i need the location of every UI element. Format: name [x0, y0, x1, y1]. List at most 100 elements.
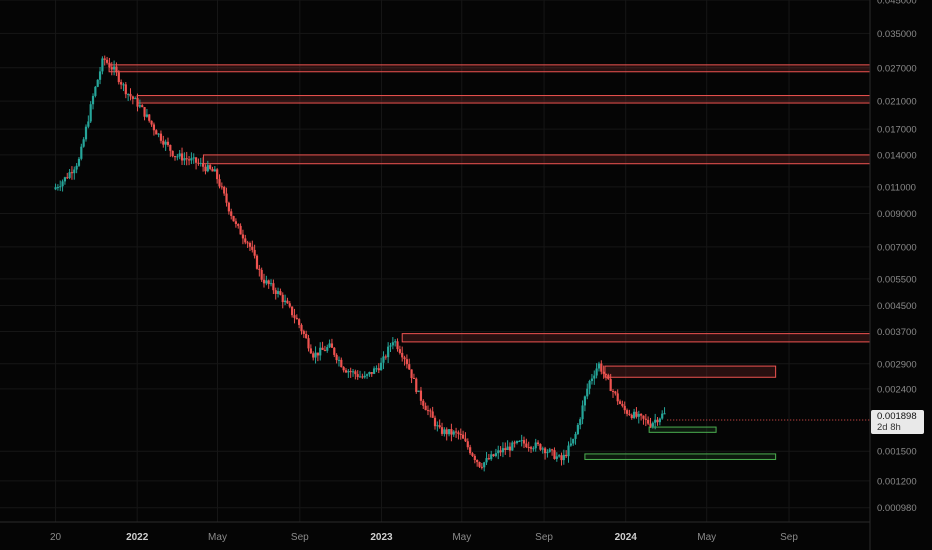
candle-body	[562, 454, 565, 461]
candle-body	[316, 352, 319, 356]
candle-body	[628, 413, 631, 415]
candle-body	[173, 156, 177, 158]
candle-body	[77, 158, 81, 166]
candle-body	[452, 431, 455, 435]
candle-body	[298, 319, 301, 325]
candle-body	[166, 141, 170, 145]
candle-body	[429, 410, 432, 412]
candle-body	[473, 455, 476, 461]
candle-body	[234, 221, 238, 224]
last-price-label: 0.001898	[877, 411, 917, 422]
candle-body	[548, 449, 551, 452]
candle-body	[525, 443, 528, 448]
candle-body	[279, 291, 282, 295]
candle-body	[632, 411, 636, 418]
candle-body	[180, 153, 184, 161]
y-tick-label: 0.017000	[877, 125, 917, 136]
candle-body	[412, 378, 416, 380]
candle-body	[363, 375, 366, 378]
candle-body	[159, 133, 163, 141]
candle-body	[241, 234, 245, 239]
candle-body	[384, 356, 387, 358]
candle-body	[309, 348, 312, 354]
y-tick-label: 0.007000	[877, 242, 917, 253]
candle-body	[288, 303, 291, 307]
candle-body	[134, 98, 137, 100]
candle-body	[358, 376, 362, 378]
x-tick-label: Sep	[780, 532, 798, 543]
candle-body	[80, 146, 83, 159]
candle-body	[438, 425, 441, 428]
green-zone	[648, 426, 717, 433]
candle-body	[176, 156, 179, 158]
candle-body	[558, 455, 561, 457]
candle-body	[464, 438, 467, 442]
candle-body	[630, 414, 633, 418]
candle-body	[511, 442, 514, 451]
y-tick-label: 0.003700	[877, 327, 917, 338]
candle-body	[377, 368, 380, 371]
candle-body	[194, 157, 198, 163]
candle-body	[258, 268, 261, 270]
grid-layer	[0, 0, 870, 522]
candle-body	[640, 413, 643, 416]
candle-body	[515, 441, 519, 444]
green-zone	[584, 453, 777, 460]
candle-body	[333, 347, 336, 355]
candle-body	[398, 349, 401, 353]
candle-body	[148, 114, 151, 121]
candle-body	[105, 59, 109, 63]
candle-body	[581, 405, 584, 420]
candle-body	[663, 413, 666, 415]
candle-body	[567, 445, 570, 457]
candle-body	[394, 341, 397, 343]
candle-body	[323, 349, 327, 351]
candle-body	[169, 144, 172, 151]
candle-body	[574, 434, 577, 439]
candle-body	[361, 376, 364, 378]
candle-body	[436, 425, 439, 427]
candle-body	[405, 359, 408, 365]
candle-body	[171, 150, 174, 157]
candle-body	[302, 331, 305, 334]
candle-body	[635, 411, 638, 417]
candle-body	[661, 413, 664, 419]
candle-body	[216, 169, 219, 180]
candle-body	[295, 317, 298, 320]
candle-body	[513, 442, 516, 444]
candle-body	[202, 162, 205, 167]
candle-body	[543, 448, 547, 454]
candle-body	[380, 362, 383, 371]
candle-body	[422, 400, 425, 406]
candle-body	[457, 432, 460, 434]
candle-body	[408, 364, 411, 370]
candle-body	[251, 246, 254, 250]
candle-body	[96, 79, 99, 87]
candle-body	[337, 359, 341, 361]
candle-body	[419, 390, 423, 401]
candle-body	[230, 211, 233, 216]
y-tick-label: 0.001200	[877, 476, 917, 487]
candle-body	[483, 462, 486, 468]
y-tick-label: 0.000980	[877, 503, 917, 514]
candle-body	[401, 352, 404, 358]
candle-body	[588, 380, 591, 389]
candle-body	[651, 422, 654, 427]
candle-body	[61, 181, 64, 187]
candle-body	[471, 453, 474, 456]
red-zone	[202, 154, 871, 165]
x-tick-label: 20	[50, 532, 62, 543]
candle-body	[621, 403, 624, 406]
candle-body	[373, 368, 376, 374]
candle-body	[281, 294, 284, 303]
candles-layer	[54, 55, 666, 472]
candle-body	[443, 429, 446, 434]
candle-body	[117, 72, 120, 83]
candle-body	[223, 186, 226, 194]
candle-body	[283, 300, 287, 303]
candle-body	[426, 410, 430, 412]
zones-layer	[108, 64, 871, 460]
